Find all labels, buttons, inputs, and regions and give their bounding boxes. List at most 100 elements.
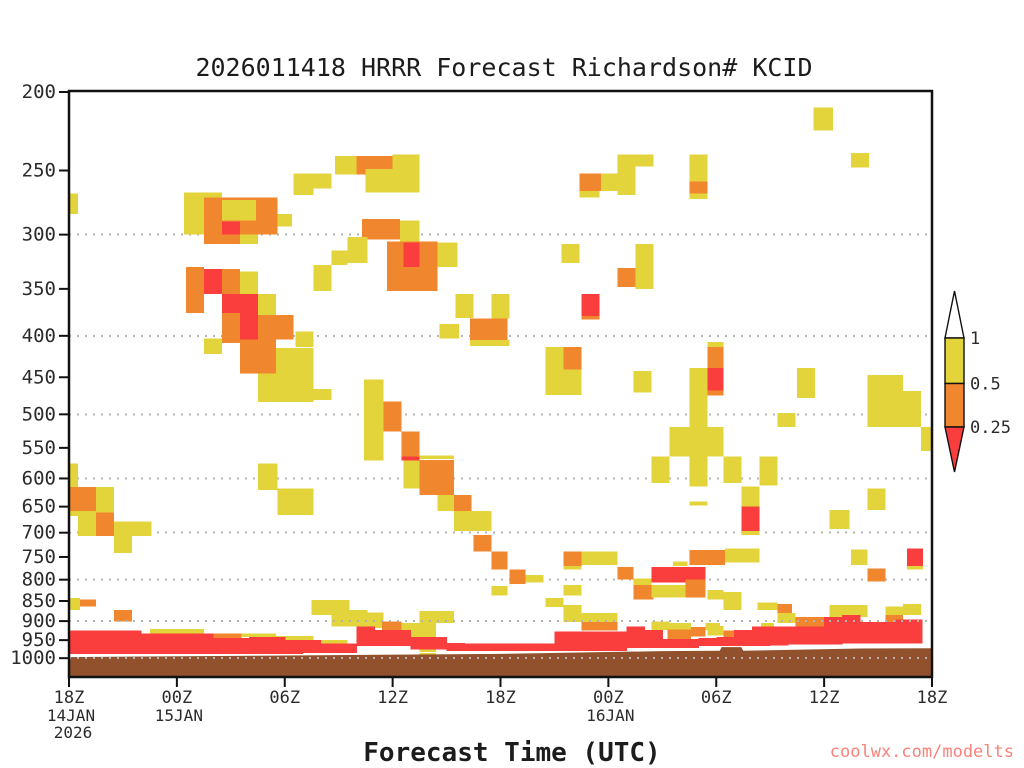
surface-red-slab [482,643,501,652]
ri-cell [221,221,240,235]
ri-cell [313,173,332,189]
ri-cell [851,549,868,565]
surface-red-slab [428,636,448,650]
ri-cell [399,220,420,242]
ri-cell [203,338,222,354]
below-ground-band [69,647,932,677]
ri-cell [185,267,204,314]
ri-cell [759,456,778,486]
ri-cell [561,243,580,263]
watermark-link: coolwx.com/modelts [830,742,1014,762]
ri-cell [777,603,792,614]
colorbar-segment-orange [944,382,965,428]
surface-red-slab [716,636,735,646]
ri-cell [829,509,850,530]
y-tick-label: 700 [22,522,56,544]
x-tick-label: 06Z [269,688,300,708]
ri-cell [69,193,78,215]
y-tick-label: 350 [22,278,56,300]
ri-cell [203,269,222,294]
ri-cell [95,487,114,513]
colorbar-arrow-bottom [944,426,965,473]
ri-cell [79,599,96,607]
ri-cell [403,242,420,268]
y-tick-label: 500 [22,403,56,425]
ri-cell [203,633,242,638]
surface-red-slab [104,630,124,654]
ri-cell [563,347,582,370]
x-tick-label: 12Z [377,688,408,708]
ri-cell [581,621,618,631]
y-tick-label: 450 [22,366,56,388]
colorbar: 1 0.5 0.25 [944,290,1011,473]
ri-cell [651,584,686,598]
surface-red-slab [194,633,214,654]
ri-cell [689,154,708,182]
surface-red-band [69,614,923,654]
ri-cell [885,606,904,615]
ri-cell [903,391,922,427]
ri-cell [723,630,742,637]
ri-cell [239,271,258,294]
surface-red-slab [518,643,537,652]
surface-red-slab [842,614,861,644]
ri-cell [689,193,708,199]
ri-cell [545,598,564,608]
y-tick-label: 300 [22,224,56,246]
ri-cell [257,373,314,403]
surface-red-slab [122,630,142,654]
surface-red-slab [356,626,376,646]
ri-cell [453,495,472,511]
ri-cell [383,401,402,432]
ri-cell [581,315,600,320]
ri-cell [69,487,96,511]
surface-red-slab [302,639,322,653]
y-tick-label: 850 [22,590,56,612]
ri-cell [777,412,796,427]
ri-cell [651,567,706,583]
ri-cell [113,536,132,554]
y-tick-label: 800 [22,569,56,591]
ri-cell [185,192,222,203]
colorbar-label: 0.5 [970,375,1001,395]
surface-red-slab [572,631,591,652]
ri-cell [921,426,932,452]
ri-cell [69,510,78,517]
x-tick-label: 18Z [485,688,516,708]
colorbar-arrow-top [944,290,965,339]
ri-cell [403,460,422,489]
surface-red-slab [860,621,879,644]
surface-red-slab [392,629,412,646]
ri-cell [563,605,582,614]
ri-cell [725,548,760,563]
y-tick-label: 400 [22,325,56,347]
ri-cell [184,192,204,235]
ri-cell [439,324,460,339]
x-year-label: 2026 [54,723,93,742]
ri-cell [563,584,582,596]
ri-cell [563,551,582,567]
ri-cell [669,426,724,457]
heatmap-cells [69,107,932,655]
surface-red-slab [86,630,106,654]
ri-cell [77,510,96,537]
ri-cell [741,506,760,532]
ri-cell [239,293,258,340]
y-tick-label: 950 [22,629,56,651]
ri-cell [651,621,670,630]
ri-cell [455,293,474,318]
y-tick-label: 200 [22,81,56,103]
x-tick-label: 00Z [162,688,193,708]
ri-cell [851,153,870,168]
ri-cell [633,584,654,600]
x-axis-label: Forecast Time (UTC) [363,738,660,768]
ri-cell [691,626,706,637]
ri-cell [453,510,492,532]
ri-cell [867,488,886,510]
y-tick-label: 600 [22,467,56,489]
x-tick-label: 06Z [701,688,732,708]
ri-cell [113,609,132,622]
ri-cell [221,313,240,343]
ri-cell [707,390,724,396]
